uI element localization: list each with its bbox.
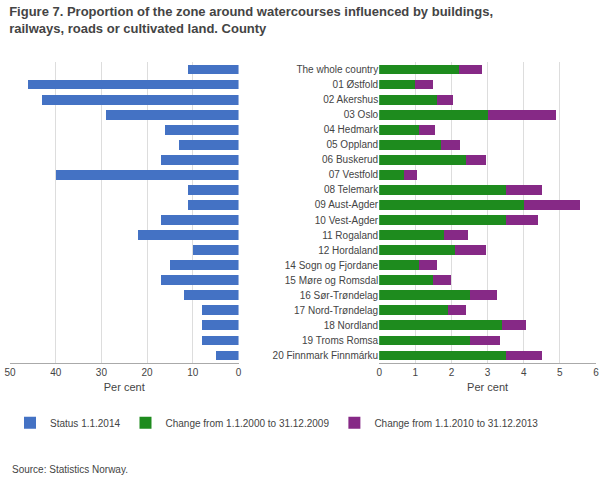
svg-text:3: 3 [485,367,491,378]
svg-text:40: 40 [50,367,62,378]
svg-text:15 Møre og Romsdal: 15 Møre og Romsdal [285,275,378,286]
svg-text:Change from 1.1.2000 to 31.12.: Change from 1.1.2000 to 31.12.2009 [165,418,329,429]
svg-text:07 Vestfold: 07 Vestfold [329,169,378,180]
svg-text:30: 30 [96,367,108,378]
svg-text:10 Vest-Agder: 10 Vest-Agder [315,215,379,226]
svg-text:Change from 1.1.2010 to 31.12.: Change from 1.1.2010 to 31.12.2013 [374,418,538,429]
svg-text:11 Rogaland: 11 Rogaland [322,230,378,241]
svg-text:The whole country: The whole country [296,64,378,75]
svg-text:20: 20 [142,367,154,378]
svg-text:0: 0 [376,367,382,378]
svg-text:2: 2 [449,367,455,378]
svg-text:4: 4 [521,367,527,378]
svg-text:5: 5 [557,367,563,378]
svg-text:Per cent: Per cent [467,381,508,393]
svg-text:20 Finnmark Finnmárku: 20 Finnmark Finnmárku [273,350,379,361]
svg-text:03 Oslo: 03 Oslo [344,109,379,120]
svg-text:16 Sør-Trøndelag: 16 Sør-Trøndelag [300,290,379,301]
svg-text:05 Oppland: 05 Oppland [326,139,378,150]
svg-text:Source: Statistics Norway.: Source: Statistics Norway. [12,464,128,475]
svg-text:04 Hedmark: 04 Hedmark [324,124,379,135]
svg-text:01 Østfold: 01 Østfold [333,79,379,90]
svg-text:02 Akershus: 02 Akershus [323,94,378,105]
svg-text:Status 1.1.2014: Status 1.1.2014 [50,418,120,429]
svg-text:17 Nord-Trøndelag: 17 Nord-Trøndelag [294,305,378,316]
svg-text:06 Buskerud: 06 Buskerud [322,154,378,165]
svg-text:09 Aust-Agder: 09 Aust-Agder [315,199,379,210]
svg-text:08 Telemark: 08 Telemark [324,184,379,195]
svg-text:50: 50 [4,367,16,378]
svg-text:1: 1 [413,367,419,378]
svg-text:6: 6 [593,367,599,378]
svg-text:Per cent: Per cent [104,381,145,393]
svg-text:19 Troms Romsa: 19 Troms Romsa [302,335,379,346]
svg-text:0: 0 [236,367,242,378]
svg-text:Figure 7. Proportion of the zo: Figure 7. Proportion of the zone around … [9,4,493,36]
svg-text:18 Nordland: 18 Nordland [324,320,378,331]
svg-text:14 Sogn og Fjordane: 14 Sogn og Fjordane [285,260,379,271]
svg-text:10: 10 [187,367,199,378]
svg-text:12 Hordaland: 12 Hordaland [318,245,378,256]
